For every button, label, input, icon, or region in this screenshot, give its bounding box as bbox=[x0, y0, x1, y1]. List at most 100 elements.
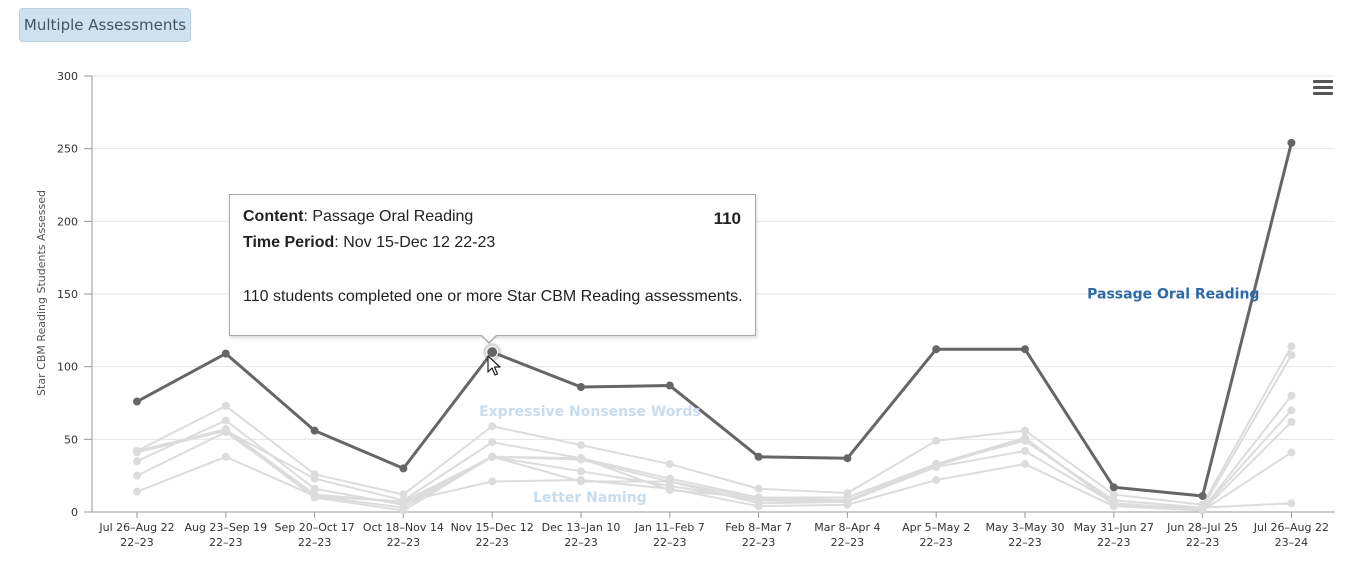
data-point[interactable] bbox=[133, 471, 141, 480]
mouse-pointer-icon bbox=[487, 355, 501, 376]
x-tick-sublabel: 23–24 bbox=[1275, 536, 1309, 549]
x-tick-label: Sep 20–Oct 17 bbox=[274, 521, 354, 534]
data-point[interactable] bbox=[932, 476, 941, 485]
data-point[interactable] bbox=[221, 416, 230, 425]
tooltip-content-row: Content: Passage Oral Reading bbox=[243, 208, 473, 226]
data-point[interactable] bbox=[1021, 433, 1029, 442]
data-point[interactable] bbox=[310, 426, 319, 435]
data-point[interactable] bbox=[577, 383, 585, 392]
x-tick-sublabel: 22–23 bbox=[742, 536, 776, 549]
tooltip-period-value: : Nov 15-Dec 12 22-23 bbox=[334, 234, 496, 251]
data-point[interactable] bbox=[310, 493, 319, 502]
data-point[interactable] bbox=[1287, 138, 1296, 147]
data-point[interactable] bbox=[577, 467, 585, 476]
y-tick-label: 300 bbox=[57, 70, 78, 83]
x-tick-sublabel: 22–23 bbox=[1097, 536, 1131, 549]
x-tick-label: Jan 11–Feb 7 bbox=[634, 521, 705, 534]
data-point[interactable] bbox=[310, 474, 319, 483]
x-tick-label: May 3–May 30 bbox=[986, 521, 1065, 534]
data-point[interactable] bbox=[1021, 426, 1029, 435]
x-tick-sublabel: 22–23 bbox=[209, 536, 243, 549]
data-point[interactable] bbox=[486, 346, 499, 359]
y-axis-label: Star CBM Reading Students Assessed bbox=[35, 190, 48, 396]
data-point[interactable] bbox=[665, 381, 674, 390]
data-point[interactable] bbox=[932, 345, 941, 354]
x-tick-label: Jul 26–Aug 22 bbox=[98, 521, 174, 534]
data-point[interactable] bbox=[1287, 391, 1296, 400]
data-point[interactable] bbox=[221, 452, 230, 461]
data-point[interactable] bbox=[754, 484, 763, 493]
series-label: Passage Oral Reading bbox=[1087, 286, 1259, 302]
x-tick-sublabel: 22–23 bbox=[653, 536, 687, 549]
data-point[interactable] bbox=[577, 454, 585, 463]
data-point[interactable] bbox=[1021, 460, 1029, 469]
data-point[interactable] bbox=[488, 422, 497, 431]
data-point[interactable] bbox=[665, 477, 674, 486]
tooltip-arrow-fill bbox=[482, 335, 496, 342]
data-point[interactable] bbox=[1287, 417, 1296, 426]
data-point[interactable] bbox=[1109, 483, 1118, 492]
data-point[interactable] bbox=[1287, 406, 1296, 415]
data-point[interactable] bbox=[1198, 492, 1207, 501]
series-line[interactable] bbox=[136, 354, 1293, 509]
data-point[interactable] bbox=[488, 438, 497, 447]
data-point[interactable] bbox=[399, 464, 408, 473]
data-point[interactable] bbox=[1021, 446, 1029, 455]
multiple-assessments-button[interactable]: Multiple Assessments bbox=[19, 8, 191, 42]
x-tick-label: May 31–Jun 27 bbox=[1074, 521, 1154, 534]
data-point[interactable] bbox=[221, 426, 230, 435]
data-point[interactable] bbox=[1287, 499, 1296, 508]
y-tick-label: 250 bbox=[57, 143, 78, 156]
x-tick-label: Jul 26–Aug 22 bbox=[1253, 521, 1329, 534]
data-point[interactable] bbox=[399, 506, 408, 515]
data-point[interactable] bbox=[310, 484, 319, 493]
data-point[interactable] bbox=[1109, 500, 1118, 509]
data-point[interactable] bbox=[1021, 345, 1029, 354]
data-point[interactable] bbox=[577, 441, 585, 450]
data-point[interactable] bbox=[221, 349, 230, 358]
data-point[interactable] bbox=[754, 493, 763, 502]
data-point[interactable] bbox=[665, 486, 674, 495]
data-point[interactable] bbox=[488, 477, 497, 486]
data-point[interactable] bbox=[843, 454, 852, 463]
data-point[interactable] bbox=[133, 397, 141, 406]
data-point[interactable] bbox=[932, 436, 941, 445]
series-other[interactable] bbox=[133, 406, 1296, 515]
y-tick-label: 50 bbox=[64, 433, 78, 446]
x-tick-sublabel: 22–23 bbox=[1186, 536, 1220, 549]
data-point[interactable] bbox=[932, 460, 941, 469]
hamburger-menu-icon[interactable] bbox=[1313, 80, 1333, 96]
data-point[interactable] bbox=[1287, 448, 1296, 457]
data-point[interactable] bbox=[754, 499, 763, 508]
data-point[interactable] bbox=[665, 460, 674, 469]
x-tick-sublabel: 22–23 bbox=[475, 536, 509, 549]
series-line[interactable] bbox=[136, 345, 1293, 506]
series-line[interactable] bbox=[136, 142, 1293, 498]
data-point[interactable] bbox=[1287, 342, 1296, 351]
data-point[interactable] bbox=[488, 452, 497, 461]
data-point[interactable] bbox=[399, 490, 408, 499]
series-label: Expressive Nonsense Words bbox=[479, 404, 701, 420]
data-point[interactable] bbox=[843, 497, 852, 506]
chart-series bbox=[133, 138, 1296, 515]
data-point[interactable] bbox=[1109, 490, 1118, 499]
series-line[interactable] bbox=[136, 409, 1293, 512]
y-tick-label: 0 bbox=[71, 506, 78, 519]
data-point[interactable] bbox=[133, 457, 141, 466]
data-point[interactable] bbox=[577, 477, 585, 486]
data-point[interactable] bbox=[1287, 351, 1296, 360]
data-point[interactable] bbox=[133, 446, 141, 455]
data-point[interactable] bbox=[754, 452, 763, 461]
series-labels: Passage Oral Reading Expressive Nonsense … bbox=[479, 286, 1259, 505]
tooltip-value: 110 bbox=[713, 209, 741, 228]
tooltip-period-label: Time Period bbox=[243, 234, 335, 251]
x-tick-label: Jun 28–Jul 25 bbox=[1166, 521, 1238, 534]
data-point[interactable] bbox=[399, 497, 408, 506]
x-tick-sublabel: 22–23 bbox=[831, 536, 865, 549]
chart-tooltip: Content: Passage Oral Reading Time Perio… bbox=[229, 194, 756, 336]
data-point[interactable] bbox=[221, 401, 230, 410]
series-line[interactable] bbox=[136, 451, 1292, 512]
data-point[interactable] bbox=[1198, 505, 1207, 514]
x-tick-label: Feb 8–Mar 7 bbox=[725, 521, 792, 534]
data-point[interactable] bbox=[133, 487, 141, 496]
